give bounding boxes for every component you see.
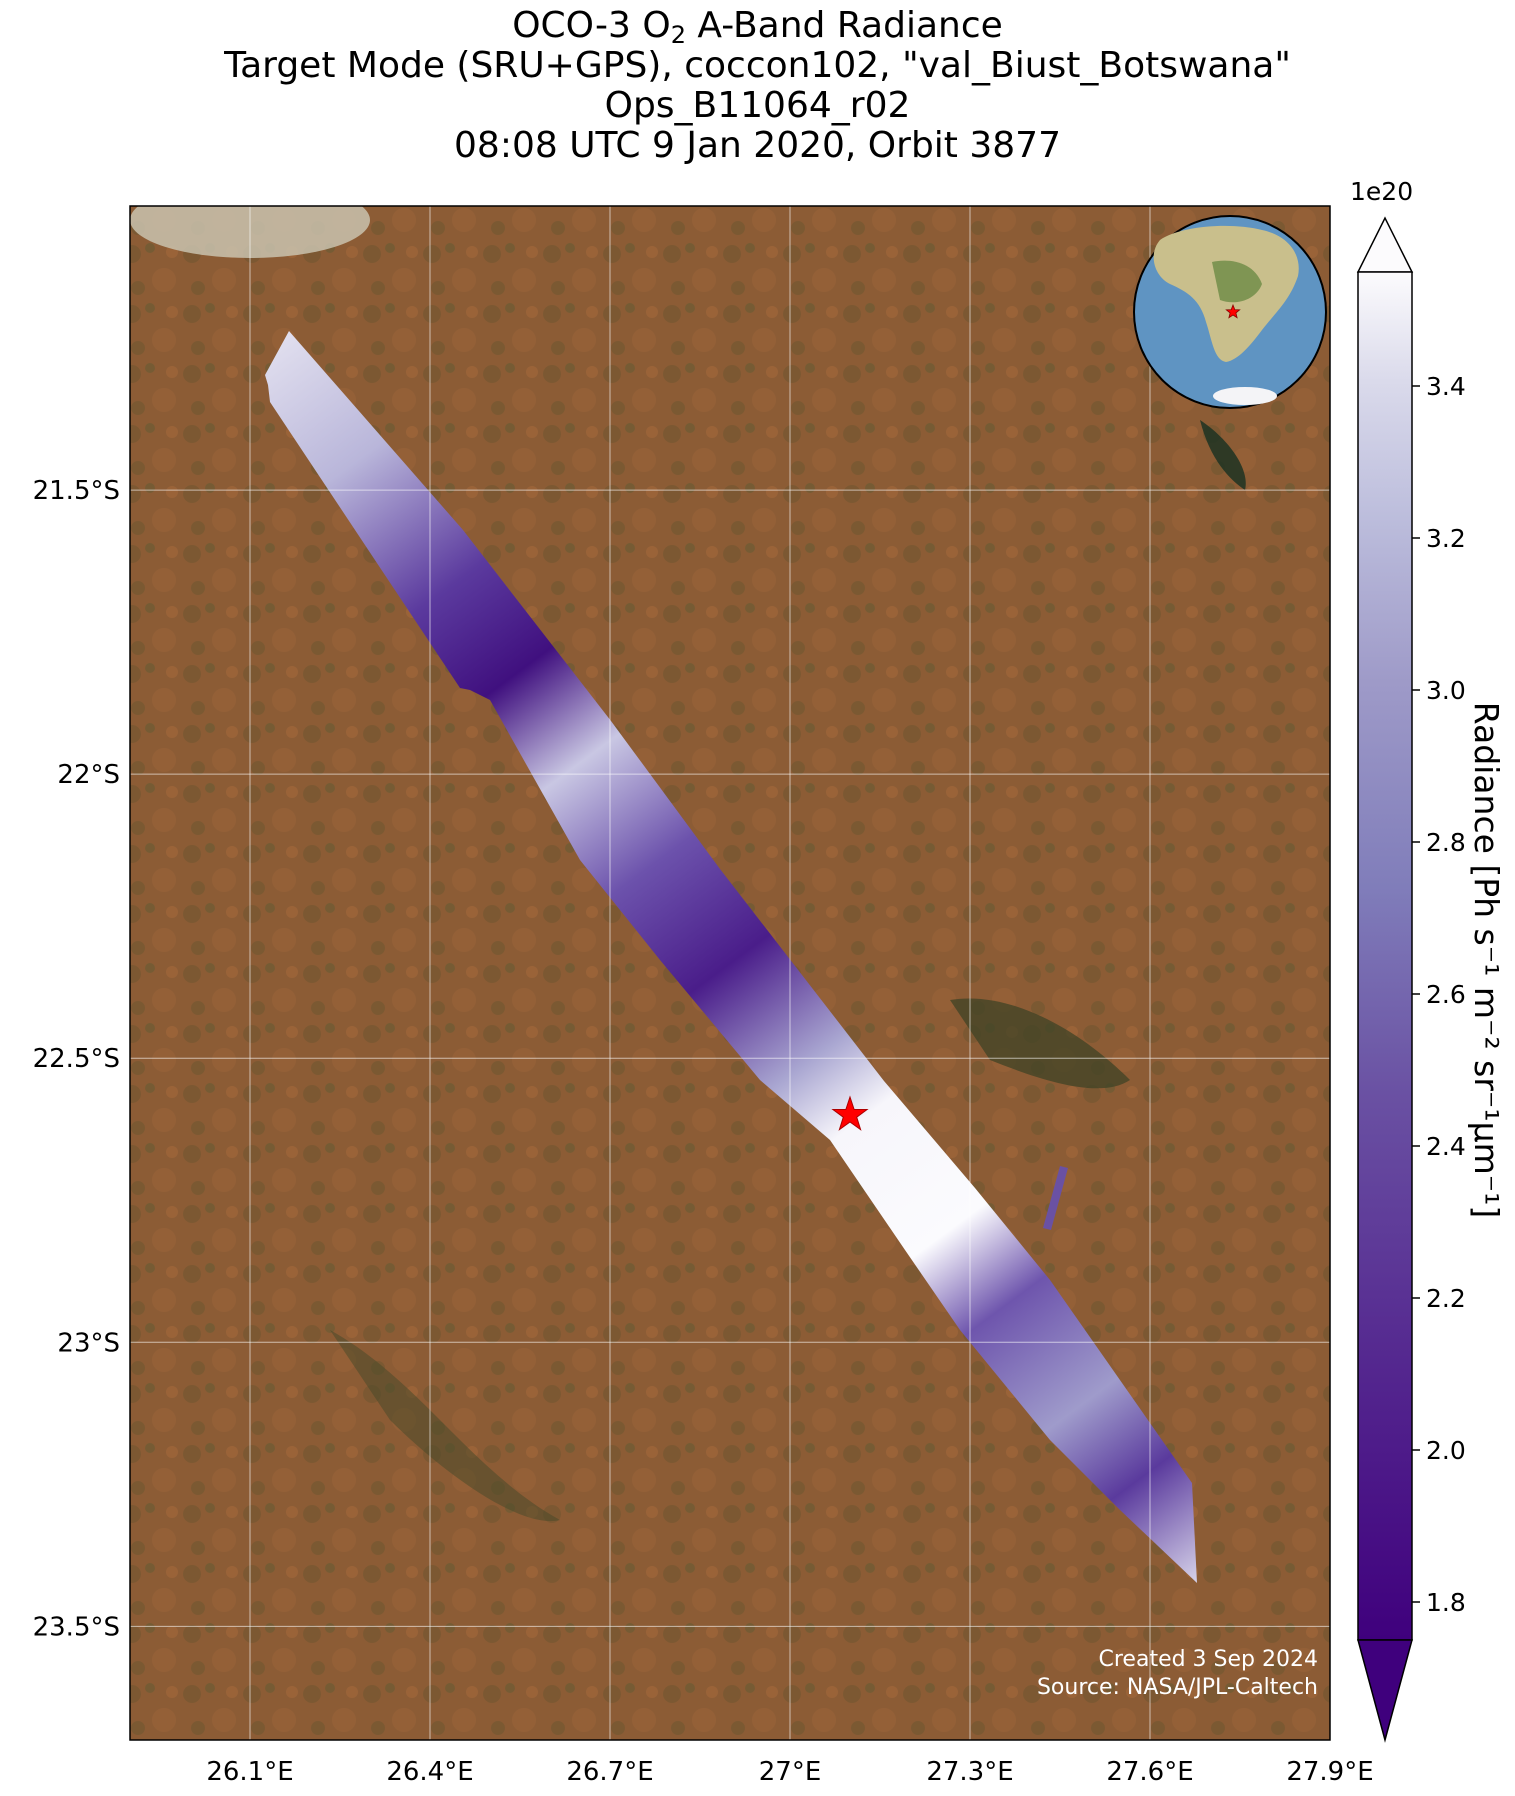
target-site-star [831,1095,869,1131]
map-area: Created 3 Sep 2024 Source: NASA/JPL-Calt… [130,206,1330,1740]
colorbar-gradient [1357,271,1413,1641]
longitude-ticks: 26.1°E 26.4°E 26.7°E 27°E 27.3°E 27.6°E 27.9°E [206,1757,1373,1787]
lat-tick-label: 23.5°S [33,1612,120,1642]
source-credit: Source: NASA/JPL-Caltech [1037,1675,1318,1700]
colorbar: 1e20 1.8 2.0 2.2 2.4 2.6 2.8 3.0 3.2 3.4 Radianc… [1350,177,1506,1743]
lon-tick-label: 26.7°E [566,1757,653,1787]
title-line-2: Target Mode (SRU+GPS), coccon102, "val_B… [224,45,1291,86]
colorbar-extend-max [1356,216,1414,273]
colorbar-tick-label: 2.2 [1426,1284,1466,1313]
colorbar-ticks: 1.8 2.0 2.2 2.4 2.6 2.8 3.0 3.2 3.4 [1412,372,1466,1617]
antarctica [1213,387,1277,405]
colorbar-multiplier: 1e20 [1350,177,1413,206]
ridge [950,998,1130,1089]
lon-tick-label: 26.4°E [386,1757,473,1787]
globe-target-star [1225,303,1241,319]
radiance-swath [265,331,1197,1583]
colorbar-label: Radiance [Ph s⁻¹ m⁻² sr⁻¹μm⁻¹] [1467,702,1506,1218]
lon-tick-label: 27°E [759,1757,822,1787]
vegetation [1212,260,1262,303]
colorbar-tick-label: 3.4 [1426,372,1466,401]
lat-tick-label: 21.5°S [33,476,120,506]
lon-tick-label: 26.1°E [206,1757,293,1787]
radiance-swath-patch [1043,1166,1068,1230]
title-line-1: OCO-3 O2 A-Band Radiance [512,5,1003,50]
colorbar-tick-label: 2.8 [1426,828,1466,857]
colorbar-tick-label: 3.2 [1426,524,1466,553]
grid-lines [130,206,1330,1740]
colorbar-tick-label: 2.0 [1426,1436,1466,1465]
title-line-3: Ops_B11064_r02 [604,85,911,126]
latitude-ticks: 21.5°S 22°S 22.5°S 23°S 23.5°S [33,476,120,1642]
created-credit: Created 3 Sep 2024 [1099,1647,1319,1672]
lon-tick-label: 27.6°E [1106,1757,1193,1787]
colorbar-tick-label: 3.0 [1426,676,1466,705]
colorbar-tick-label: 2.6 [1426,980,1466,1009]
title-line-4: 08:08 UTC 9 Jan 2020, Orbit 3877 [454,125,1061,166]
lat-tick-label: 22.5°S [33,1044,120,1074]
lon-tick-label: 27.3°E [926,1757,1013,1787]
colorbar-tick-label: 2.4 [1426,1132,1466,1161]
lat-tick-label: 22°S [57,760,120,790]
globe-inset [1133,215,1327,409]
lon-tick-label: 27.9°E [1286,1757,1373,1787]
hills [330,1330,560,1522]
lat-tick-label: 23°S [57,1328,120,1358]
colorbar-tick-label: 1.8 [1426,1588,1466,1617]
reservoir [1200,420,1246,490]
colorbar-extend-min [1357,1639,1413,1743]
map-frame [129,205,1331,1741]
